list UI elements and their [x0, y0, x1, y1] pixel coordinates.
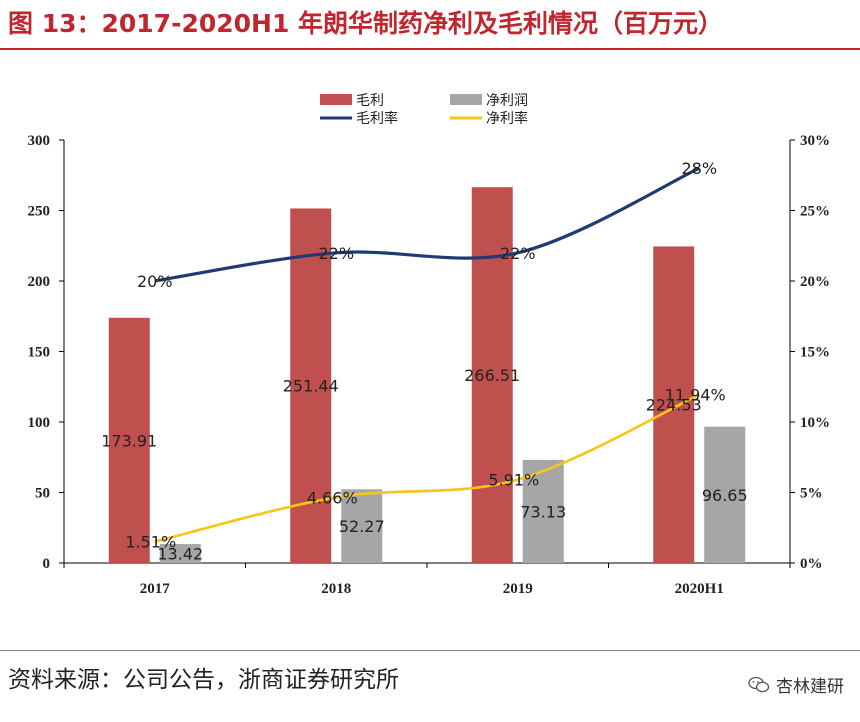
gross-margin-label: 28% — [681, 159, 717, 178]
x-tick-label: 2019 — [503, 581, 533, 597]
y-right-tick-label: 25% — [800, 204, 830, 220]
legend-label: 毛利率 — [356, 110, 398, 127]
x-tick-label: 2017 — [140, 581, 171, 597]
net-profit-label: 52.27 — [339, 517, 385, 536]
gross-profit-label: 266.51 — [464, 366, 520, 385]
net-margin-label: 1.51% — [125, 533, 176, 552]
legend-label: 净利率 — [486, 110, 528, 127]
net-margin-label: 4.66% — [307, 488, 358, 507]
gross-margin-line — [154, 166, 700, 283]
y-left-tick-label: 100 — [28, 415, 51, 431]
y-right-tick-label: 5% — [800, 486, 823, 502]
y-left-tick-label: 200 — [28, 274, 51, 290]
net-profit-bar — [159, 544, 201, 563]
net-profit-label: 73.13 — [520, 502, 566, 521]
net-profit-bar — [341, 489, 383, 563]
gross-profit-label: 251.44 — [283, 377, 339, 396]
net-margin-label: 5.91% — [488, 471, 539, 490]
y-right-tick-label: 15% — [800, 345, 830, 361]
y-left-tick-label: 150 — [28, 345, 51, 361]
footer-divider — [0, 650, 860, 651]
y-right-tick-label: 0% — [800, 556, 823, 572]
y-right-tick-label: 10% — [800, 415, 830, 431]
page-title: 图 13：2017-2020H1 年朗华制药净利及毛利情况（百万元） — [8, 9, 724, 38]
net-profit-label: 96.65 — [702, 486, 748, 505]
net-profit-bar — [704, 426, 746, 563]
gross-profit-bar — [290, 208, 332, 563]
x-tick-label: 2018 — [321, 581, 351, 597]
y-left-tick-label: 0 — [43, 556, 51, 572]
y-left-tick-label: 50 — [35, 486, 50, 502]
watermark: 杏林建研 — [748, 672, 844, 697]
net-profit-label: 13.42 — [157, 545, 203, 564]
legend-label: 净利润 — [486, 93, 528, 109]
legend-swatch-net-profit — [450, 94, 482, 105]
legend-swatch-gross-profit — [320, 94, 352, 105]
chart: 0 50 100 150 200 250 300 0% 5% 10% 15% 20% 25% 30% 201… — [28, 93, 831, 597]
title-divider — [0, 48, 860, 50]
y-right-tick-label: 20% — [800, 274, 830, 290]
gross-profit-bar — [471, 187, 513, 564]
legend-label: 毛利 — [356, 93, 384, 109]
y-left-tick-label: 300 — [28, 133, 51, 149]
watermark-text: 杏林建研 — [776, 677, 844, 697]
source-note: 资料来源：公司公告，浙商证券研究所 — [8, 667, 399, 693]
y-right-tick-label: 30% — [800, 133, 830, 149]
x-tick-label: 2020H1 — [675, 581, 724, 597]
wechat-icon — [748, 676, 770, 692]
gross-margin-label: 22% — [318, 244, 354, 263]
y-left-tick-label: 250 — [28, 204, 51, 220]
gross-profit-bar — [108, 317, 150, 563]
gross-margin-label: 20% — [137, 272, 173, 291]
gross-profit-label: 224.53 — [646, 396, 702, 415]
net-margin-line — [154, 393, 700, 543]
net-margin-label: 11.94% — [665, 386, 726, 405]
gross-margin-label: 22% — [500, 244, 536, 263]
gross-profit-bar — [653, 246, 695, 563]
gross-profit-label: 173.91 — [101, 431, 157, 450]
